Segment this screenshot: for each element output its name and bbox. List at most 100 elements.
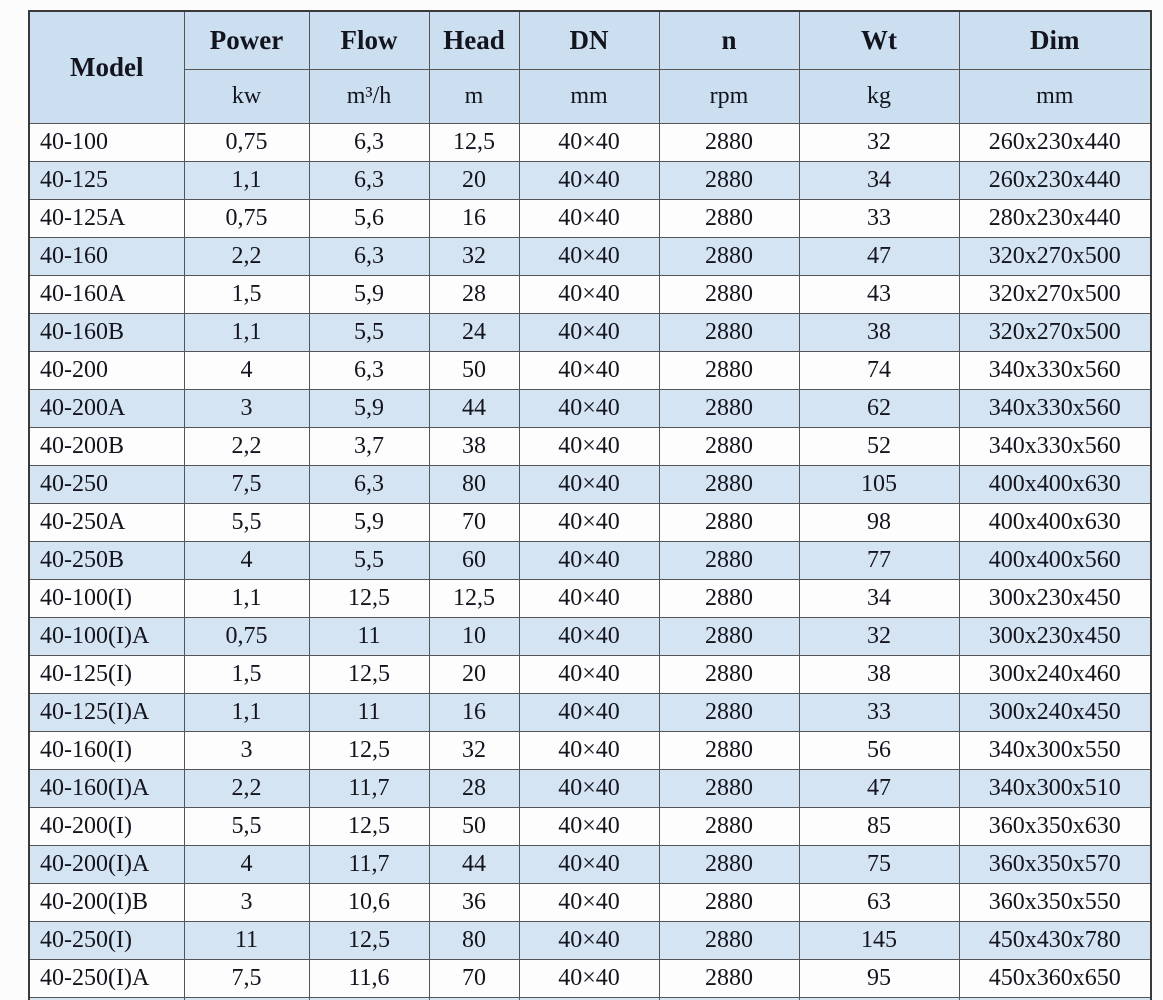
cell-dim: 340x330x560 — [958, 389, 1152, 428]
cell-power: 3 — [183, 883, 310, 922]
cell-flow: 6,3 — [308, 465, 430, 504]
cell-dim: 300x230x450 — [958, 617, 1152, 656]
cell-model: 40-200 — [28, 351, 185, 390]
cell-flow: 5,5 — [308, 313, 430, 352]
cell-power: 5,5 — [183, 807, 310, 846]
cell-head: 36 — [428, 883, 520, 922]
cell-dim: 260x230x440 — [958, 123, 1152, 162]
cell-dn: 40×40 — [518, 541, 660, 580]
cell-head: 24 — [428, 313, 520, 352]
cell-n: 2880 — [658, 123, 800, 162]
col-unit-power: kw — [183, 69, 310, 124]
cell-flow: 11 — [308, 617, 430, 656]
table-row: 40-250(I) 11 12,5 80 40×40 2880 145 450x430x780 — [28, 921, 1152, 960]
cell-wt: 47 — [798, 769, 960, 808]
cell-wt: 62 — [798, 389, 960, 428]
cell-dn: 40×40 — [518, 883, 660, 922]
table-row: 40-160A 1,5 5,9 28 40×40 2880 43 320x270x500 — [28, 275, 1152, 314]
cell-n: 2880 — [658, 313, 800, 352]
table-row: 40-160(I) 3 12,5 32 40×40 2880 56 340x300x550 — [28, 731, 1152, 770]
cell-dn: 40×40 — [518, 617, 660, 656]
cell-dn: 40×40 — [518, 313, 660, 352]
cell-power: 1,5 — [183, 655, 310, 694]
cell-head: 50 — [428, 807, 520, 846]
cell-head: 44 — [428, 389, 520, 428]
cell-n: 2880 — [658, 161, 800, 200]
cell-head: 16 — [428, 199, 520, 238]
cell-power: 2,2 — [183, 237, 310, 276]
table-row: 40-160(I)A 2,2 11,7 28 40×40 2880 47 340x300x51… — [28, 769, 1152, 808]
cell-power: 5,5 — [183, 503, 310, 542]
table-row: 40-250(I)B7,510,86040×40288094450x360x65… — [28, 997, 1152, 1000]
cell-wt: 74 — [798, 351, 960, 390]
cell-dn: 40×40 — [518, 275, 660, 314]
table-row: 40-125A 0,75 5,6 16 40×40 2880 33 280x230x440 — [28, 199, 1152, 238]
cell-dim: 340x330x560 — [958, 351, 1152, 390]
cell-n: 2880 — [658, 883, 800, 922]
cell-dn: 40×40 — [518, 161, 660, 200]
cell-dim: 280x230x440 — [958, 199, 1152, 238]
cell-dim: 450x360x650 — [958, 997, 1152, 1000]
table-row: 40-250 7,5 6,3 80 40×40 2880 105 400x400x630 — [28, 465, 1152, 504]
cell-wt: 105 — [798, 465, 960, 504]
cell-n: 2880 — [658, 541, 800, 580]
cell-head: 16 — [428, 693, 520, 732]
cell-model: 40-160(I) — [28, 731, 185, 770]
cell-dim: 400x400x630 — [958, 465, 1152, 504]
cell-flow: 12,5 — [308, 731, 430, 770]
cell-wt: 98 — [798, 503, 960, 542]
table-row: 40-100(I) 1,1 12,5 12,5 40×40 2880 34 300x230x4… — [28, 579, 1152, 618]
cell-n: 2880 — [658, 769, 800, 808]
cell-flow: 6,3 — [308, 237, 430, 276]
cell-flow: 6,3 — [308, 123, 430, 162]
cell-dim: 360x350x630 — [958, 807, 1152, 846]
cell-dn: 40×40 — [518, 465, 660, 504]
header-label-row: Model Power Flow Head DN n Wt Dim — [28, 10, 1152, 124]
cell-dn: 40×40 — [518, 237, 660, 276]
cell-head: 80 — [428, 465, 520, 504]
cell-head: 12,5 — [428, 123, 520, 162]
col-unit-dn: mm — [518, 69, 660, 124]
cell-head: 70 — [428, 503, 520, 542]
cell-power: 1,1 — [183, 313, 310, 352]
cell-flow: 6,3 — [308, 161, 430, 200]
cell-power: 2,2 — [183, 427, 310, 466]
cell-dn: 40×40 — [518, 921, 660, 960]
table-header: Model Power Flow Head DN n Wt Dim kw m³/… — [28, 10, 1152, 124]
cell-flow: 11 — [308, 693, 430, 732]
col-header-model: Model — [28, 10, 185, 124]
cell-model: 40-250 — [28, 465, 185, 504]
cell-wt: 52 — [798, 427, 960, 466]
cell-power: 1,1 — [183, 161, 310, 200]
cell-head: 28 — [428, 275, 520, 314]
cell-head: 12,5 — [428, 579, 520, 618]
cell-dim: 340x330x560 — [958, 427, 1152, 466]
cell-flow: 11,7 — [308, 769, 430, 808]
cell-model: 40-200B — [28, 427, 185, 466]
cell-model: 40-100(I)A — [28, 617, 185, 656]
cell-head: 10 — [428, 617, 520, 656]
cell-wt: 77 — [798, 541, 960, 580]
table-row: 40-125(I) 1,5 12,5 20 40×40 2880 38 300x240x460 — [28, 655, 1152, 694]
cell-model: 40-125(I) — [28, 655, 185, 694]
cell-power: 7,5 — [183, 465, 310, 504]
cell-model: 40-160 — [28, 237, 185, 276]
cell-dn: 40×40 — [518, 655, 660, 694]
cell-n: 2880 — [658, 959, 800, 998]
cell-dn: 40×40 — [518, 503, 660, 542]
table-row: 40-160B 1,1 5,5 24 40×40 2880 38 320x270x500 — [28, 313, 1152, 352]
table-row: 40-250A 5,5 5,9 70 40×40 2880 98 400x400x630 — [28, 503, 1152, 542]
cell-head: 28 — [428, 769, 520, 808]
cell-flow: 11,7 — [308, 845, 430, 884]
cell-dim: 300x230x450 — [958, 579, 1152, 618]
cell-dn: 40×40 — [518, 351, 660, 390]
cell-dn: 40×40 — [518, 769, 660, 808]
cell-dim: 450x430x780 — [958, 921, 1152, 960]
cell-wt: 34 — [798, 579, 960, 618]
cell-dn: 40×40 — [518, 579, 660, 618]
cell-power: 11 — [183, 921, 310, 960]
table-row: 40-250(I)A 7,5 11,6 70 40×40 2880 95 450x360x65… — [28, 959, 1152, 998]
cell-dn: 40×40 — [518, 123, 660, 162]
cell-flow: 12,5 — [308, 655, 430, 694]
cell-wt: 34 — [798, 161, 960, 200]
